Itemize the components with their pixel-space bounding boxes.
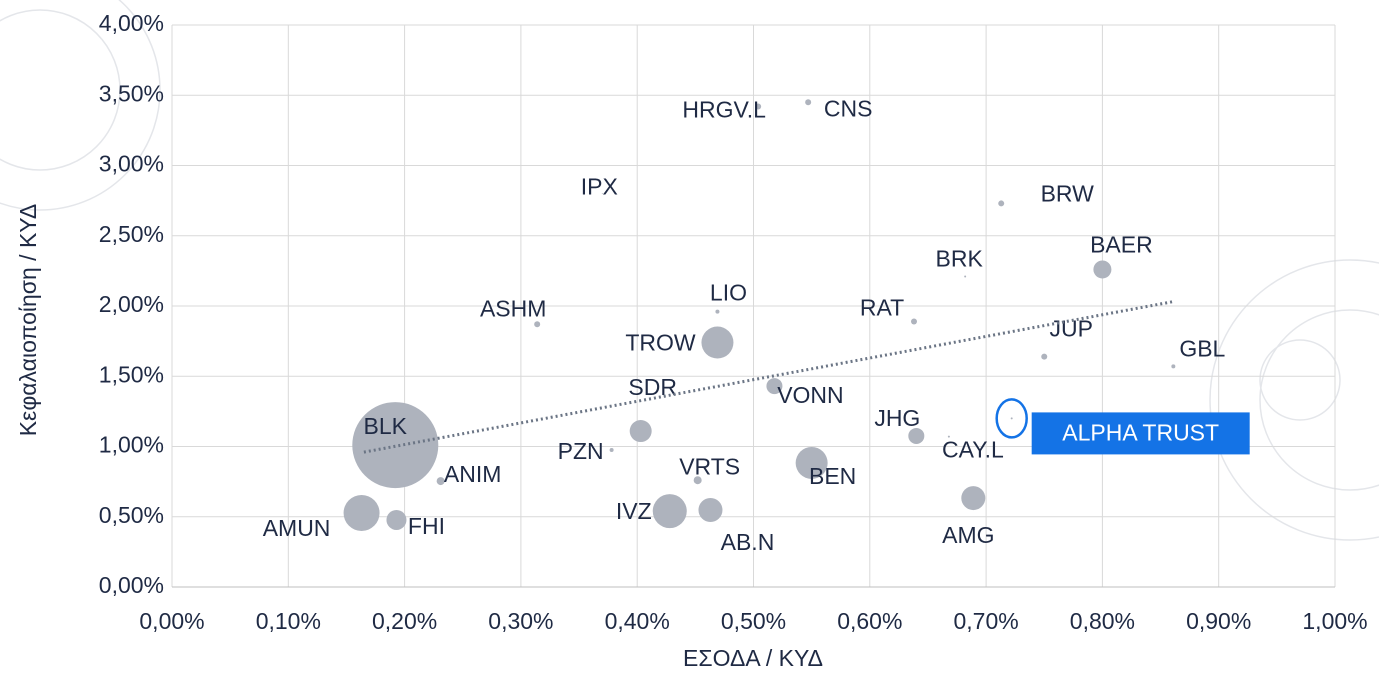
point-label: BRK: [936, 246, 984, 272]
x-tick-label: 0,70%: [953, 608, 1018, 634]
x-tick-label: 0,30%: [488, 608, 553, 634]
x-tick-label: 1,00%: [1302, 608, 1367, 634]
y-tick-label: 2,00%: [99, 291, 164, 317]
bubble: [1093, 260, 1111, 278]
point-label: BEN: [809, 463, 856, 489]
point-label: ALPHA TRUST: [1062, 419, 1219, 445]
point-label: JUP: [1050, 316, 1093, 342]
point-label: RAT: [860, 295, 904, 321]
bubble: [344, 495, 380, 531]
bubble: [701, 327, 733, 359]
y-tick-label: 0,00%: [99, 572, 164, 598]
bubble: [698, 498, 722, 522]
bubble: [715, 310, 719, 314]
point-label: LIO: [710, 280, 747, 306]
point-label: AB.N: [721, 529, 775, 555]
point-label: IPX: [581, 174, 618, 200]
point-label: HRGV.L: [682, 97, 766, 123]
point-label: IVZ: [616, 498, 652, 524]
point-label: GBL: [1179, 335, 1225, 361]
y-axis-title: Κεφαλαιοποίηση / ΚΥΔ: [15, 204, 41, 437]
chart: Κεφαλαιοποίηση / ΚΥΔ ΕΣΟΔΑ / ΚΥΔ 0,00% 0,…: [0, 0, 1379, 674]
x-tick-label: 0,10%: [256, 608, 321, 634]
y-tick-label: 3,00%: [99, 151, 164, 177]
point-label: BRW: [1041, 181, 1095, 207]
bubble: [961, 486, 985, 510]
y-tick-label: 4,00%: [99, 10, 164, 36]
bubble: [653, 494, 687, 528]
bubble: [534, 321, 540, 327]
bubble: [998, 200, 1004, 206]
bubble: [911, 318, 917, 324]
point-label: ANIM: [444, 461, 502, 487]
x-axis-title: ΕΣΟΔΑ / ΚΥΔ: [683, 645, 823, 671]
point-label: PZN: [558, 438, 604, 464]
point-label: ASHM: [480, 295, 546, 321]
point-label: TROW: [625, 330, 696, 356]
x-tick-label: 0,90%: [1186, 608, 1251, 634]
bubble: [1041, 354, 1047, 360]
y-tick-label: 2,50%: [99, 221, 164, 247]
point-label: CNS: [824, 95, 873, 121]
point-label: BAER: [1090, 232, 1153, 258]
y-tick-label: 1,00%: [99, 432, 164, 458]
bubble: [386, 510, 406, 530]
bubble: [805, 99, 811, 105]
x-tick-label: 0,80%: [1070, 608, 1135, 634]
bubble: [1171, 364, 1175, 368]
bubble: [1011, 417, 1013, 419]
bubble: [630, 420, 652, 442]
bubble: [964, 275, 966, 277]
x-tick-label: 0,00%: [139, 608, 204, 634]
x-tick-label: 0,20%: [372, 608, 437, 634]
point-label: FHI: [408, 513, 445, 539]
point-label: AMUN: [263, 515, 331, 541]
x-tick-label: 0,60%: [837, 608, 902, 634]
x-tick-label: 0,50%: [721, 608, 786, 634]
point-label: BLK: [364, 413, 408, 439]
point-label: VONN: [777, 382, 843, 408]
point-label: AMG: [942, 522, 994, 548]
point-label: VRTS: [679, 453, 740, 479]
point-label: CAY.L: [942, 437, 1004, 463]
point-label: JHG: [874, 405, 920, 431]
x-tick-label: 0,40%: [605, 608, 670, 634]
bubble: [610, 448, 614, 452]
y-tick-label: 0,50%: [99, 502, 164, 528]
y-tick-label: 3,50%: [99, 80, 164, 106]
y-tick-label: 1,50%: [99, 361, 164, 387]
